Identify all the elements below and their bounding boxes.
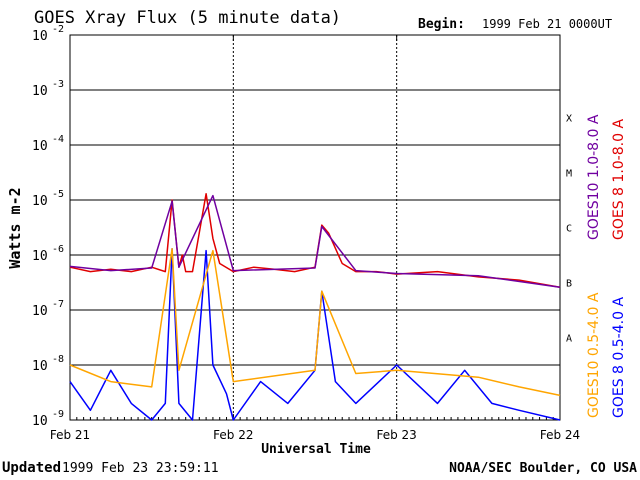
y-tick-exponent: -8 (52, 354, 64, 365)
begin-label: Begin: (418, 17, 465, 32)
data-series (69, 192, 561, 421)
series-line (69, 247, 561, 397)
y-tick-exponent: -7 (52, 299, 64, 310)
begin-value: 1999 Feb 21 0000UT (482, 17, 612, 31)
x-tick-label: Feb 24 (540, 428, 580, 442)
flare-class-label: C (566, 224, 572, 235)
y-tick-exponent: -6 (52, 244, 64, 255)
x-tick-label: Feb 21 (50, 428, 90, 442)
y-tick-label: 10 (32, 139, 48, 154)
y-axis-label-text: Watts m-2 (6, 187, 24, 268)
y-tick-exponent: -9 (52, 409, 64, 420)
gridlines (70, 35, 560, 420)
legend-entry: GOES 8 0.5-4.0 A (611, 297, 627, 418)
y-tick-exponent: -2 (52, 24, 64, 35)
y-axis-label: Watts m-2 (6, 187, 24, 268)
x-tick-label: Feb 23 (376, 428, 416, 442)
y-tick-label: 10 (32, 414, 48, 429)
legend-entry: GOES 8 1.0-8.0 A (611, 119, 627, 240)
y-tick-exponent: -3 (52, 79, 64, 90)
y-tick-label: 10 (32, 249, 48, 264)
x-axis-label: Universal Time (261, 442, 371, 457)
flare-class-labels: A B C M X (566, 114, 572, 345)
series-line (69, 192, 561, 288)
legend: GOES10 1.0-8.0 A GOES 8 1.0-8.0 A GOES10 0… (586, 114, 627, 418)
y-axis-ticks: 10 -9 10 -8 10 -7 10 -6 10 -5 10 -4 10 -3 10 -2 (32, 24, 560, 429)
y-tick-label: 10 (32, 84, 48, 99)
credit-text: NOAA/SEC Boulder, CO USA (449, 461, 637, 476)
legend-entry: GOES10 1.0-8.0 A (586, 114, 602, 240)
x-axis-ticks: Feb 21 Feb 22 Feb 23 Feb 24 (50, 35, 580, 442)
flare-class-label: M (566, 169, 572, 180)
series-line (69, 194, 561, 288)
updated-value: 1999 Feb 23 23:59:11 (62, 461, 219, 476)
flare-class-label: B (566, 279, 572, 290)
series-line (69, 247, 561, 421)
y-tick-label: 10 (32, 304, 48, 319)
legend-entry: GOES10 0.5-4.0 A (586, 292, 602, 418)
y-tick-label: 10 (32, 194, 48, 209)
y-tick-label: 10 (32, 359, 48, 374)
y-tick-label: 10 (32, 29, 48, 44)
flare-class-label: A (566, 334, 572, 345)
y-tick-exponent: -5 (52, 189, 64, 200)
chart-title: GOES Xray Flux (5 minute data) (34, 8, 341, 28)
x-tick-label: Feb 22 (213, 428, 253, 442)
updated-label: Updated (2, 460, 61, 476)
y-tick-exponent: -4 (52, 134, 64, 145)
flare-class-label: X (566, 114, 572, 125)
